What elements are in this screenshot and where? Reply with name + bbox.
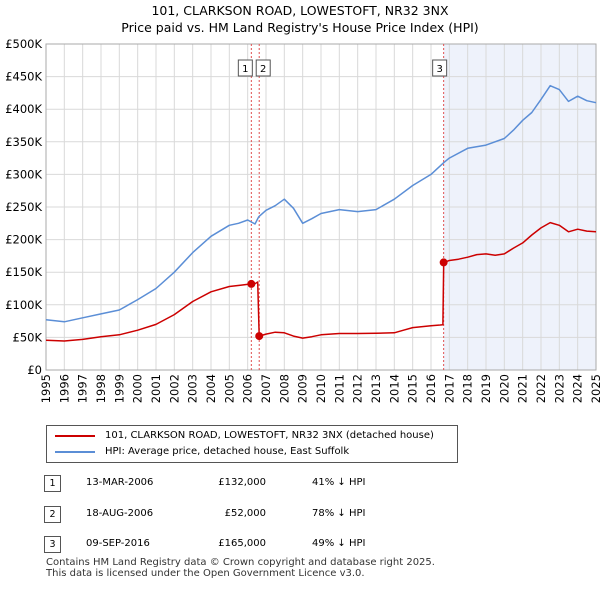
x-tick-label: 2004	[204, 374, 218, 403]
footer-line-2: This data is licensed under the Open Gov…	[46, 568, 365, 579]
sale-number-badge: 3	[44, 536, 61, 553]
x-tick-label: 2007	[259, 374, 273, 403]
sale-3-label: 3	[436, 64, 442, 75]
x-tick-label: 2003	[186, 374, 200, 403]
x-tick-label: 1995	[39, 374, 53, 403]
y-tick-label: £100K	[5, 298, 42, 312]
legend-label-hpi: HPI: Average price, detached house, East…	[105, 446, 350, 457]
sale-number-badge: 2	[44, 506, 61, 523]
sale-price: £52,000	[224, 508, 266, 519]
x-tick-label: 2022	[534, 374, 548, 403]
sale-3-point	[439, 258, 448, 267]
x-tick-label: 2024	[571, 374, 585, 403]
legend: 101, CLARKSON ROAD, LOWESTOFT, NR32 3NX …	[46, 425, 458, 463]
legend-swatch-property	[55, 435, 95, 437]
x-tick-label: 2009	[296, 374, 310, 403]
sale-hpi-diff: 49% ↓ HPI	[312, 538, 366, 549]
sale-1-label-box	[237, 59, 253, 77]
sale-1-point	[247, 279, 256, 288]
x-tick-label: 2012	[351, 374, 365, 403]
x-tick-label: 2017	[442, 374, 456, 403]
x-tick-label: 1996	[57, 374, 71, 403]
y-tick-label: £250K	[5, 200, 42, 214]
y-tick-label: £400K	[5, 102, 42, 116]
x-tick-label: 2015	[406, 374, 420, 403]
x-tick-label: 2002	[167, 374, 181, 403]
sale-2-point	[255, 332, 264, 341]
legend-swatch-hpi	[55, 451, 95, 453]
x-tick-label: 2020	[497, 374, 511, 403]
sale-date: 18-AUG-2006	[86, 508, 154, 519]
x-tick-label: 2001	[149, 374, 163, 403]
sale-date: 13-MAR-2006	[86, 477, 154, 488]
x-tick-label: 2023	[552, 374, 566, 403]
y-tick-label: £50K	[13, 330, 43, 344]
sale-hpi-diff: 78% ↓ HPI	[312, 508, 366, 519]
y-tick-label: £150K	[5, 265, 42, 279]
x-tick-label: 2005	[222, 374, 236, 403]
x-tick-label: 1997	[76, 374, 90, 403]
sale-2-label-box	[255, 59, 271, 77]
chart-title: 101, CLARKSON ROAD, LOWESTOFT, NR32 3NX …	[0, 2, 600, 36]
y-tick-label: £300K	[5, 167, 42, 181]
x-tick-label: 2010	[314, 374, 328, 403]
plot-border	[45, 43, 597, 371]
series-hpi-line	[45, 84, 597, 323]
x-tick-label: 2014	[387, 374, 401, 403]
y-tick-label: £0	[27, 363, 42, 377]
footer-attribution: Contains HM Land Registry data © Crown c…	[46, 557, 435, 579]
chart-title-line-2: Price paid vs. HM Land Registry's House …	[121, 20, 479, 35]
x-tick-label: 2013	[369, 374, 383, 403]
x-tick-label: 2008	[277, 374, 291, 403]
x-tick-label: 2025	[589, 374, 600, 403]
y-tick-label: £500K	[5, 37, 42, 51]
sale-3-label-box	[432, 59, 448, 77]
x-tick-label: 2019	[479, 374, 493, 403]
sale-price: £132,000	[218, 477, 266, 488]
x-tick-label: 1999	[112, 374, 126, 403]
sale-price: £165,000	[218, 538, 266, 549]
x-tick-label: 2011	[332, 374, 346, 403]
x-tick-label: 1998	[94, 374, 108, 403]
y-tick-label: £200K	[5, 233, 42, 247]
x-tick-label: 2018	[461, 374, 475, 403]
footer-line-1: Contains HM Land Registry data © Crown c…	[46, 557, 435, 568]
sale-number-badge: 1	[44, 475, 61, 492]
sale-date: 09-SEP-2016	[86, 538, 150, 549]
legend-label-property: 101, CLARKSON ROAD, LOWESTOFT, NR32 3NX …	[105, 430, 434, 441]
x-tick-label: 2021	[516, 374, 530, 403]
x-tick-label: 2000	[131, 374, 145, 403]
sale-hpi-diff: 41% ↓ HPI	[312, 477, 366, 488]
x-tick-label: 2006	[241, 374, 255, 403]
x-tick-label: 2016	[424, 374, 438, 403]
sale-2-label: 2	[260, 64, 266, 75]
y-tick-label: £350K	[5, 135, 42, 149]
sale-1-label: 1	[242, 64, 248, 75]
chart-title-line-1: 101, CLARKSON ROAD, LOWESTOFT, NR32 3NX	[151, 3, 449, 18]
series-property-line	[45, 221, 597, 342]
y-tick-label: £450K	[5, 70, 42, 84]
